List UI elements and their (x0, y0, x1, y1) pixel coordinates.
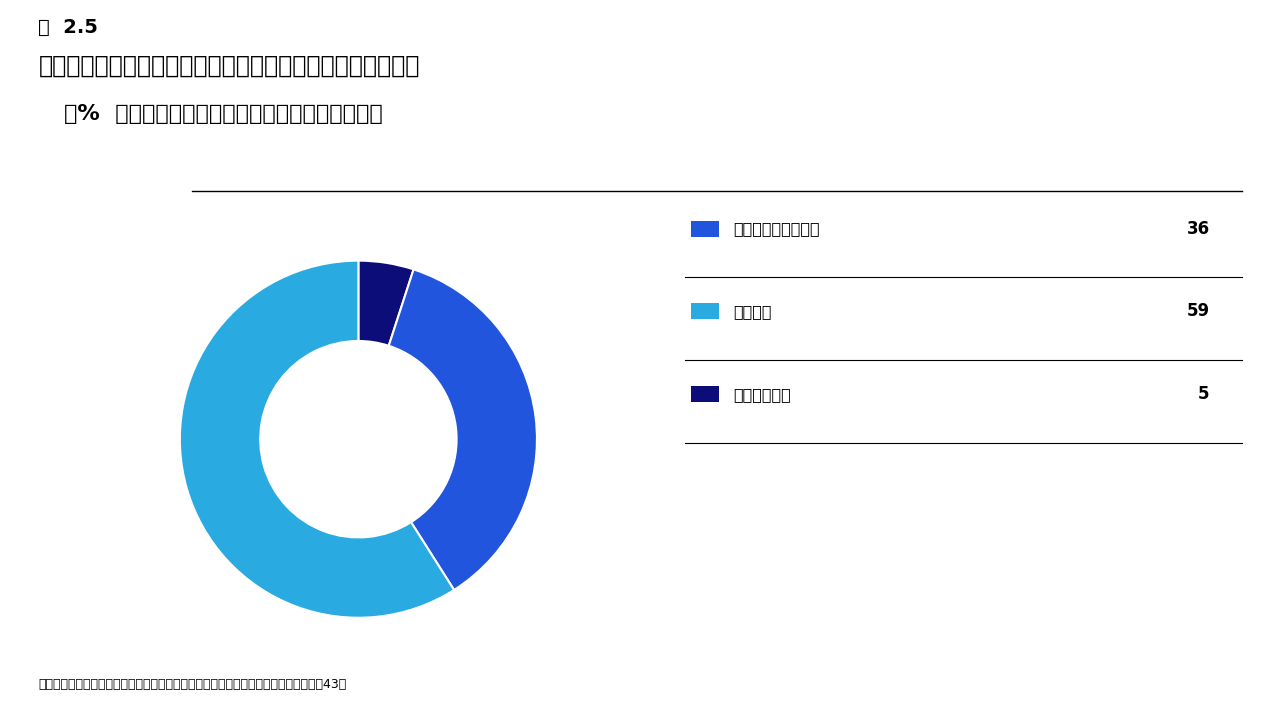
FancyBboxPatch shape (691, 304, 719, 320)
Text: 予想並み: 予想並み (733, 304, 772, 319)
Text: 59: 59 (1187, 302, 1210, 320)
Text: 5: 5 (1198, 385, 1210, 403)
Text: （%  引用、ソブリン・ウェルス・ファンドのみ）: （% 引用、ソブリン・ウェルス・ファンドのみ） (64, 104, 383, 125)
Text: 予想より低い: 予想より低い (733, 387, 791, 402)
Wedge shape (358, 261, 413, 346)
Text: 36: 36 (1187, 220, 1210, 238)
FancyBboxPatch shape (691, 386, 719, 402)
Text: 予想を上回っている: 予想を上回っている (733, 221, 820, 236)
Text: 図  2.5: 図 2.5 (38, 18, 99, 37)
Wedge shape (180, 261, 454, 618)
Text: ファンドにとってのプライベート・クレジットの魅力は何ですか？に対する回答数：43。: ファンドにとってのプライベート・クレジットの魅力は何ですか？に対する回答数：43… (38, 678, 347, 691)
Text: プライベート・クレジットに投資を開始して以降のリターン: プライベート・クレジットに投資を開始して以降のリターン (38, 54, 420, 78)
FancyBboxPatch shape (691, 220, 719, 236)
Wedge shape (389, 269, 536, 590)
